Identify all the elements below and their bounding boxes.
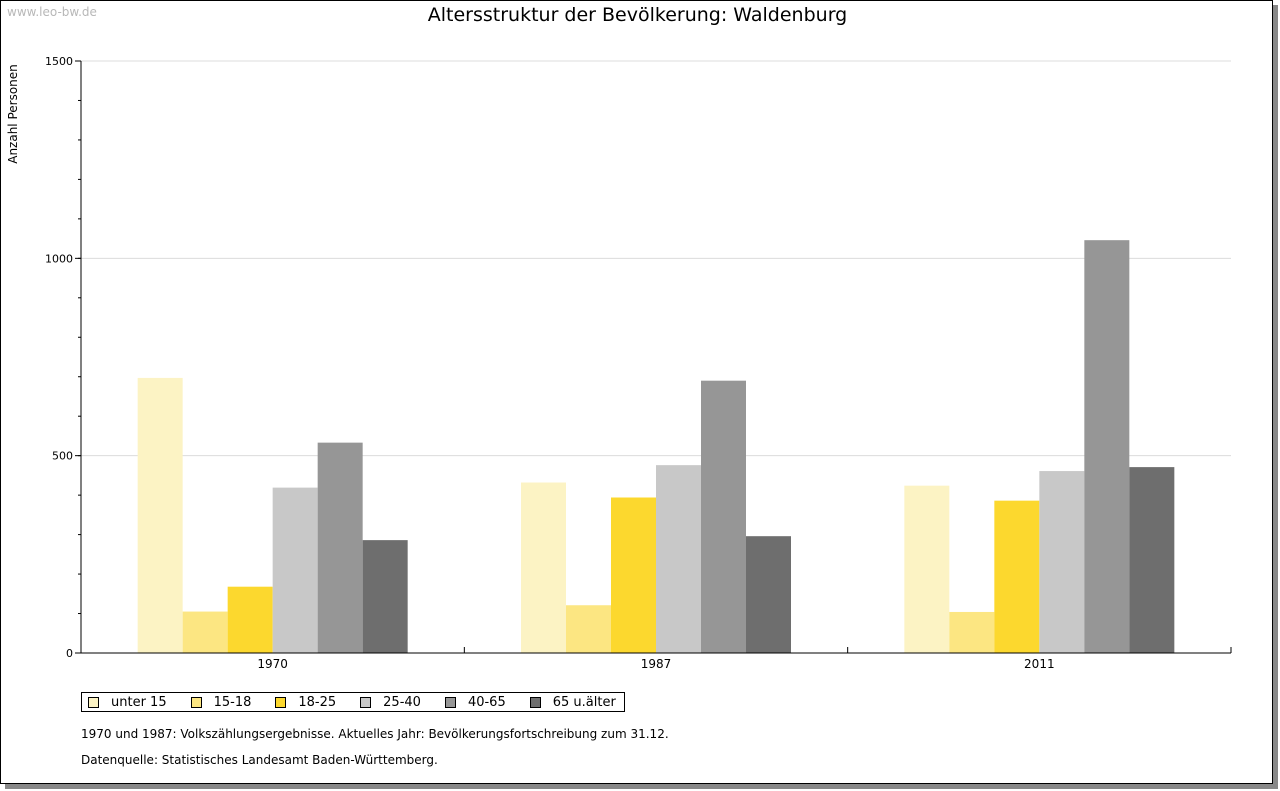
bar: [656, 465, 701, 653]
legend-label: 15-18: [213, 694, 252, 710]
legend-item: unter 15: [88, 695, 167, 710]
y-tick-label: 1000: [45, 252, 73, 265]
y-tick-label: 1500: [45, 55, 73, 68]
y-tick-label: 500: [52, 450, 73, 463]
bar: [521, 482, 566, 653]
legend-swatch: [360, 696, 372, 708]
footnote-source: Datenquelle: Statistisches Landesamt Bad…: [81, 753, 438, 767]
bar: [904, 485, 950, 653]
bars: [137, 240, 1175, 654]
bar: [137, 377, 183, 653]
bar: [1039, 471, 1085, 653]
legend-item: 25-40: [360, 695, 421, 710]
legend-item: 65 u.älter: [529, 694, 616, 710]
legend: unter 15 15-18 18-25 25-40 40-65 65 u.älter: [81, 692, 625, 712]
legend-swatch: [444, 696, 456, 708]
watermark: www.leo-bw.de: [7, 5, 97, 19]
legend-label: 65 u.älter: [552, 694, 616, 710]
bar: [182, 611, 228, 653]
bar: [317, 442, 363, 653]
legend-item: 15-18: [190, 694, 252, 710]
x-tick-label: 1970: [257, 657, 288, 671]
legend-label: 40-65: [467, 694, 506, 710]
gridlines: [81, 60, 1231, 457]
bar: [949, 611, 995, 653]
x-tick-label: 2011: [1024, 657, 1055, 671]
axes: 0 500 1000 1500 1970 1987 2011: [45, 55, 1232, 671]
bar: [701, 380, 746, 653]
legend-item: 40-65: [444, 694, 506, 710]
bar-chart: 0 500 1000 1500 1970 1987 2011 Anzahl Personen: [6, 55, 1232, 671]
legend-swatch: [88, 696, 99, 708]
y-tick-label: 0: [66, 647, 73, 660]
chart-title: Altersstruktur der Bevölkerung: Waldenbu…: [427, 4, 848, 26]
legend-label: unter 15: [111, 694, 167, 710]
x-tick-label: 1987: [641, 657, 672, 671]
bar: [566, 605, 611, 653]
bar: [746, 536, 791, 653]
bar: [272, 487, 318, 653]
legend-swatch: [275, 696, 287, 708]
bar: [994, 500, 1040, 653]
bar: [1129, 467, 1175, 653]
legend-label: 18-25: [298, 694, 337, 710]
legend-label: 25-40: [383, 694, 421, 710]
bar: [1084, 240, 1130, 654]
bar: [227, 586, 273, 653]
y-axis-label: Anzahl Personen: [6, 64, 20, 164]
legend-item: 18-25: [275, 695, 336, 710]
footnote-census: 1970 und 1987: Volkszählungsergebnisse. …: [81, 727, 669, 741]
bar: [362, 540, 408, 653]
legend-swatch: [529, 696, 541, 708]
bar: [611, 497, 656, 653]
legend-swatch: [190, 696, 202, 708]
